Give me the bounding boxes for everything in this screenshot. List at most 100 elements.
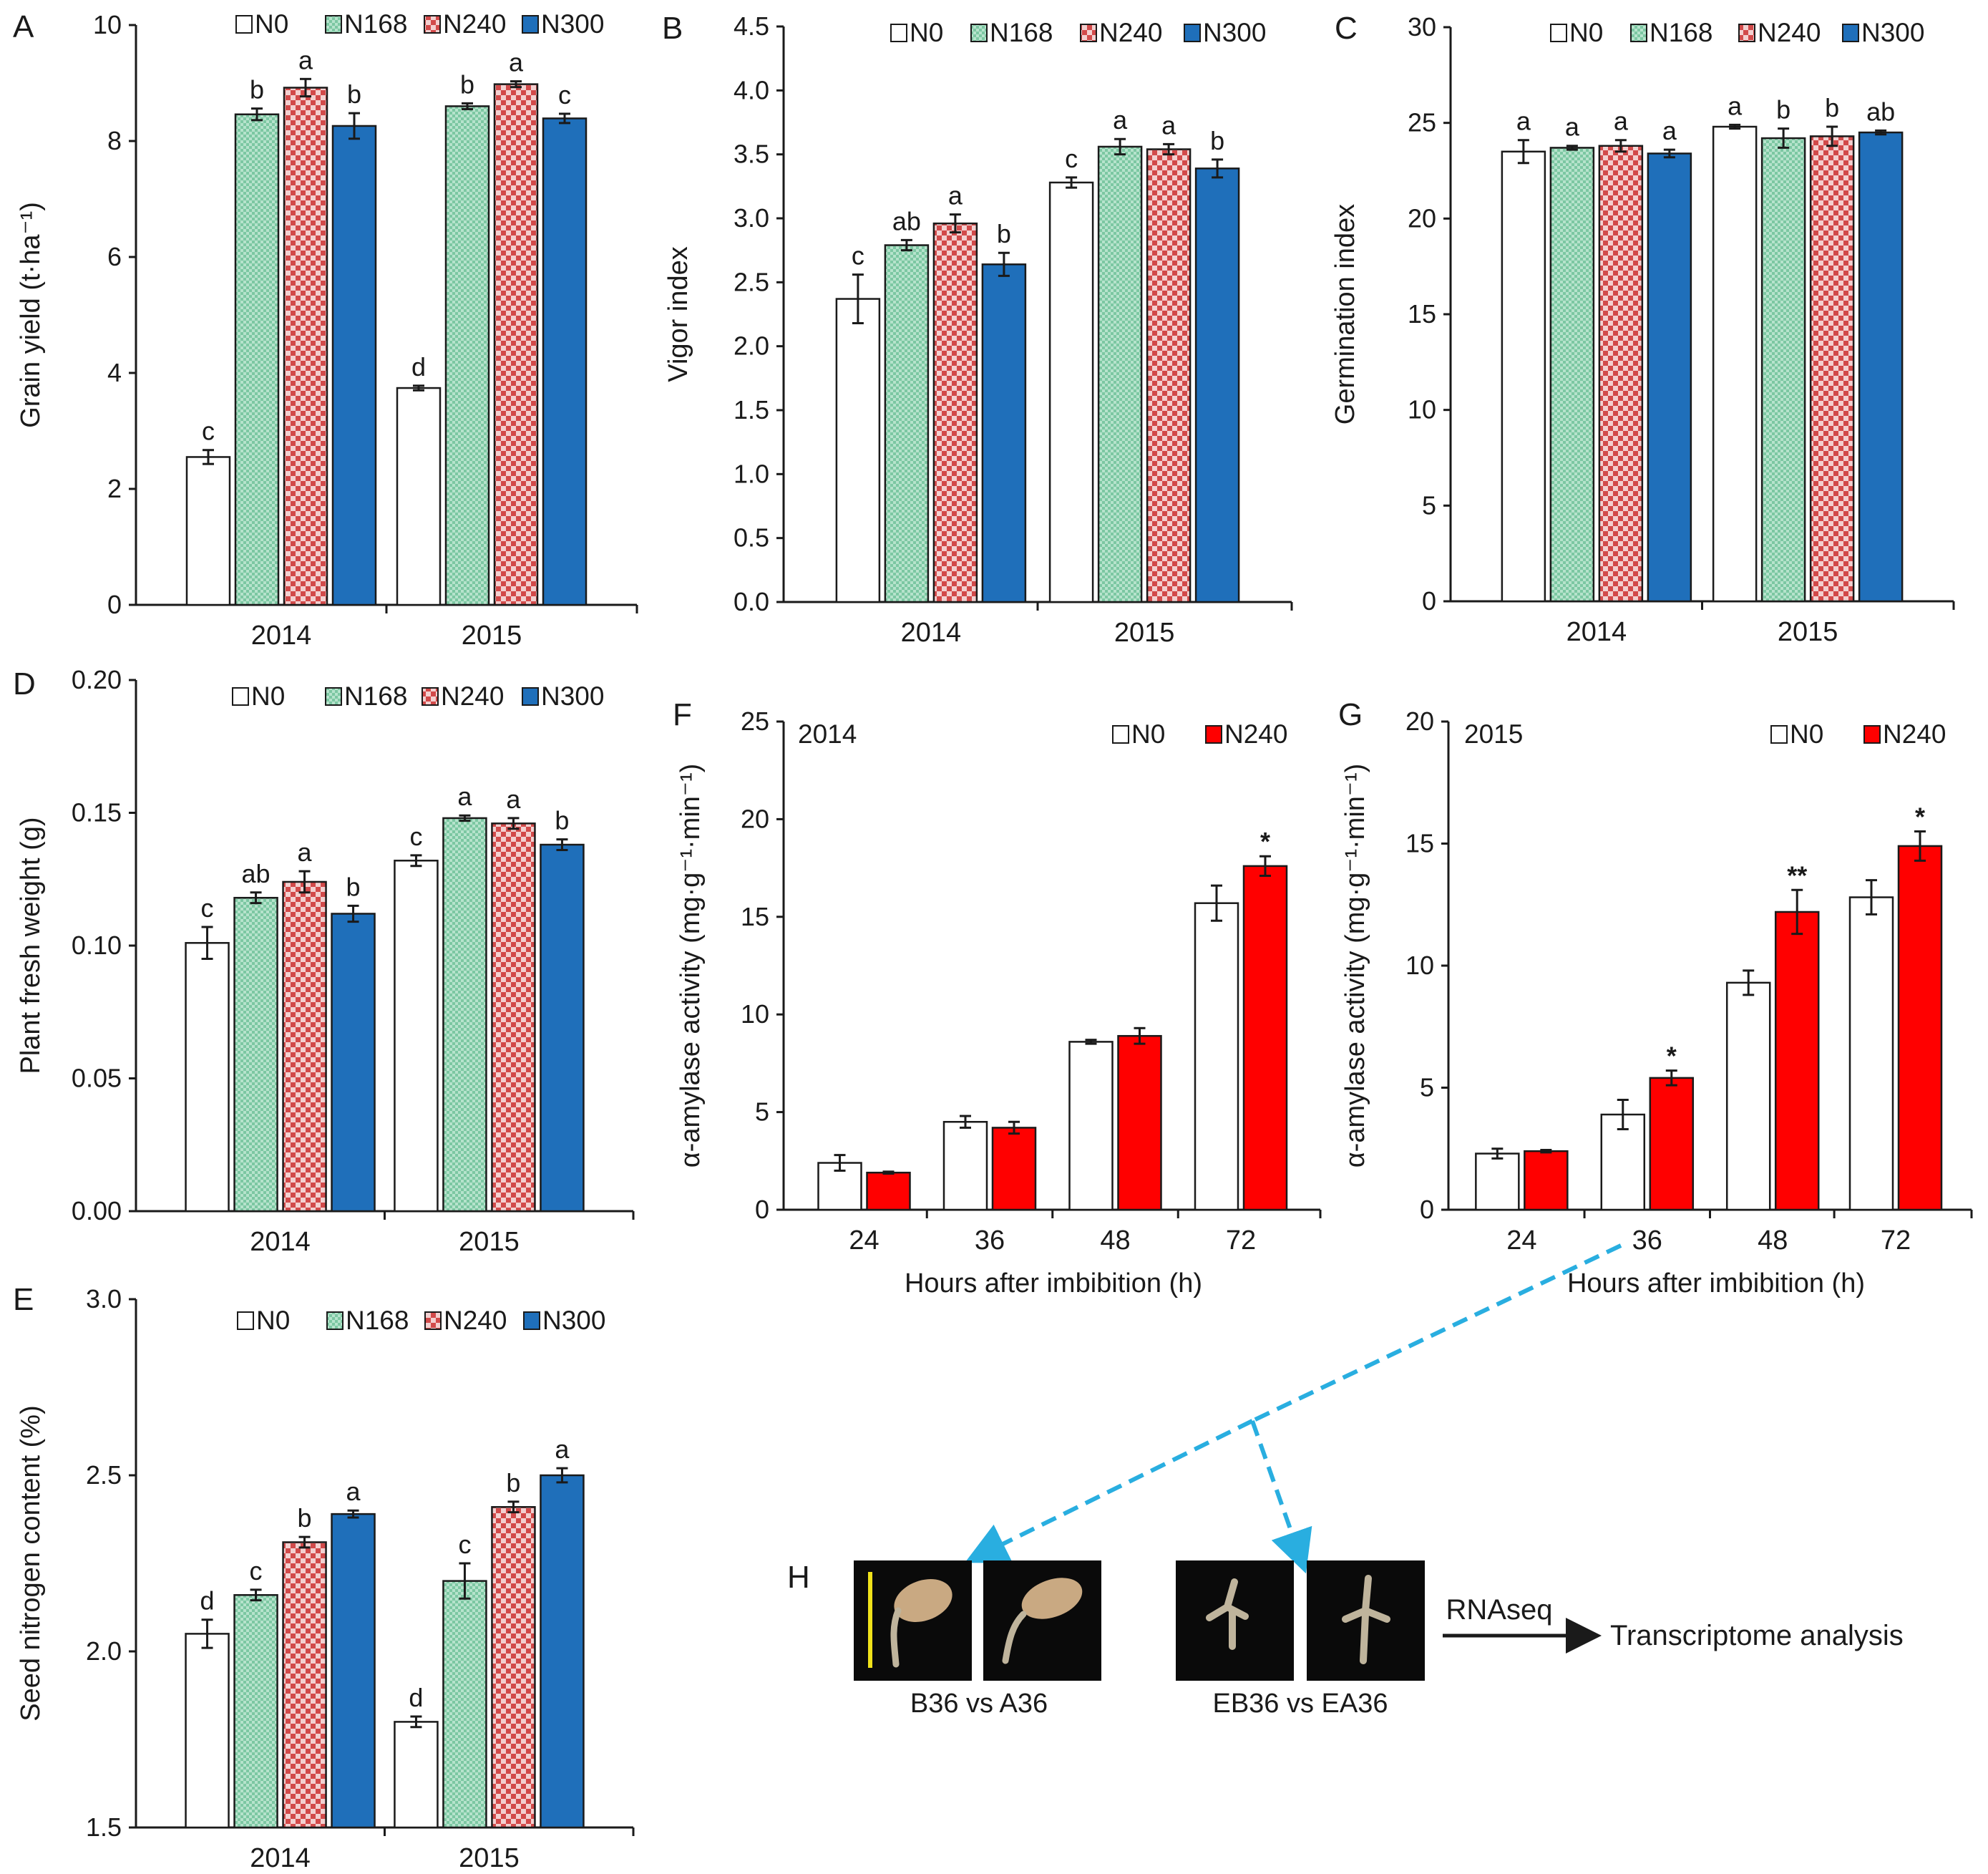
significance-label: ** (1787, 860, 1807, 890)
x-tick-label: 2014 (250, 1227, 311, 1257)
x-tick-label: 36 (975, 1225, 1005, 1256)
significance-label: c (852, 241, 864, 271)
bar-n240-2015 (491, 822, 536, 1213)
bar-n240-36 (991, 1127, 1037, 1211)
legend-label-n0: N0 (256, 1306, 290, 1335)
y-axis-title: Vigor index (663, 246, 693, 382)
bar-n240-48 (1774, 911, 1820, 1211)
bar-n240-2014 (932, 222, 978, 603)
x-tick-label: 2015 (459, 1843, 520, 1873)
panel-letter-f: F (673, 697, 692, 732)
seedling-image-a36 (983, 1560, 1101, 1681)
significance-label: ab (242, 859, 271, 888)
y-tick-label: 2.5 (86, 1460, 122, 1490)
x-tick-label: 2015 (459, 1227, 520, 1257)
y-tick-label: 0.05 (72, 1064, 122, 1093)
y-tick-label: 5 (755, 1097, 769, 1127)
chart-title: 2014 (798, 719, 857, 749)
y-tick-label: 0 (755, 1195, 769, 1224)
significance-label: a (1614, 107, 1629, 136)
legend-label-n300: N300 (541, 681, 604, 711)
bar-n240-72 (1242, 865, 1288, 1211)
significance-label: ab (1866, 97, 1895, 126)
x-tick-label: 24 (849, 1225, 879, 1256)
significance-label: b (460, 69, 474, 99)
significance-label: c (202, 417, 215, 446)
legend-label-n240: N240 (443, 9, 506, 39)
chart-panel-c: C 0 5 10 15 20 25 30 Germination index 2014 2015 a a… (1330, 11, 1955, 647)
chart-panel-b: B 0.0 0.5 1.0 1.5 2.0 2.5 3.0 3.5 4.0 4.5 Vigor ind… (662, 11, 1293, 648)
legend-swatch-n168 (325, 15, 342, 34)
y-tick-label: 10 (1405, 951, 1434, 980)
legend-swatch-n168 (1630, 24, 1647, 42)
y-tick-label: 3.0 (734, 203, 769, 233)
bar-n240-24 (1524, 1150, 1569, 1211)
legend-swatch-n240 (424, 15, 441, 34)
x-tick-label: 48 (1758, 1225, 1788, 1256)
y-tick-label: 1.0 (734, 459, 769, 488)
legend-label-n300: N300 (1861, 18, 1924, 47)
x-tick-label: 2014 (251, 621, 312, 651)
bar-n240-48 (1117, 1034, 1162, 1211)
pair1-label: B36 vs A36 (910, 1689, 1048, 1719)
legend-swatch-n0 (1770, 725, 1788, 744)
bar-n0-2015 (394, 1721, 439, 1829)
y-tick-label: 2.0 (86, 1636, 122, 1666)
y-axis-title: Germination index (1330, 204, 1360, 424)
legend-label-n168: N168 (346, 1306, 409, 1335)
chart-panel-g: G 0 5 10 15 20 α-amylase activity (mg·g⁻¹·min⁻… (1338, 697, 1973, 1298)
bar-n0-2014 (185, 456, 231, 606)
bar-n300-2015 (1194, 168, 1240, 603)
y-tick-label: 15 (1405, 829, 1434, 858)
dashed-arrow-left (965, 1419, 1254, 1563)
legend-label-n300: N300 (1203, 18, 1266, 47)
y-tick-label: 4.5 (734, 11, 769, 41)
transcriptome-label: Transcriptome analysis (1610, 1620, 1904, 1651)
legend-label-n0: N0 (251, 681, 285, 711)
bar-n300-2014 (331, 913, 376, 1213)
significance-label: a (298, 45, 313, 74)
y-tick-label: 0 (1420, 1195, 1434, 1224)
bar-n0-2014 (835, 298, 881, 603)
significance-label: d (411, 352, 426, 382)
significance-label: a (1565, 112, 1580, 142)
bar-n0-24 (817, 1162, 862, 1211)
legend-label-n300: N300 (542, 1306, 605, 1335)
bar-n0-24 (1475, 1152, 1520, 1211)
bar-n168-2014 (234, 113, 280, 606)
y-tick-label: 8 (107, 126, 122, 155)
significance-label: a (457, 782, 472, 811)
bar-n240-2015 (493, 83, 539, 606)
significance-label: b (346, 872, 361, 901)
dashed-arrow-trunk (1251, 1243, 1622, 1423)
significance-label: a (298, 838, 313, 867)
bar-n300-2015 (540, 1474, 585, 1829)
y-tick-label: 0.10 (72, 931, 122, 960)
bar-n0-2014 (185, 942, 230, 1213)
x-tick-label: 72 (1881, 1225, 1911, 1256)
legend-label-n168: N168 (344, 9, 407, 39)
chart-title: 2015 (1464, 719, 1523, 749)
bar-n240-2014 (282, 880, 327, 1213)
bar-n168-2015 (444, 105, 490, 606)
seedling-image-b36 (854, 1560, 972, 1681)
legend-label-n168: N168 (1650, 18, 1712, 47)
panel-h: H B36 vs A36 EB36 vs EA36 RNAseq Transcr… (787, 1243, 1904, 1719)
bar-n168-2014 (884, 244, 930, 603)
y-tick-label: 5 (1420, 1073, 1434, 1102)
significance-label: a (346, 1477, 361, 1506)
significance-label: b (1210, 126, 1224, 155)
legend-swatch-n300 (522, 15, 539, 34)
panel-letter-a: A (13, 9, 34, 44)
y-tick-label: 20 (1405, 707, 1434, 736)
legend-swatch-n240 (424, 1311, 442, 1330)
legend-label-n240: N240 (1224, 719, 1287, 749)
significance-label: ab (892, 206, 921, 236)
significance-label: c (250, 1556, 263, 1586)
significance-label: a (948, 181, 963, 210)
x-tick-label: 24 (1506, 1225, 1536, 1256)
legend-swatch-n240 (1863, 725, 1881, 744)
legend-swatch-n300 (1184, 24, 1201, 42)
bar-n240-72 (1897, 845, 1943, 1211)
